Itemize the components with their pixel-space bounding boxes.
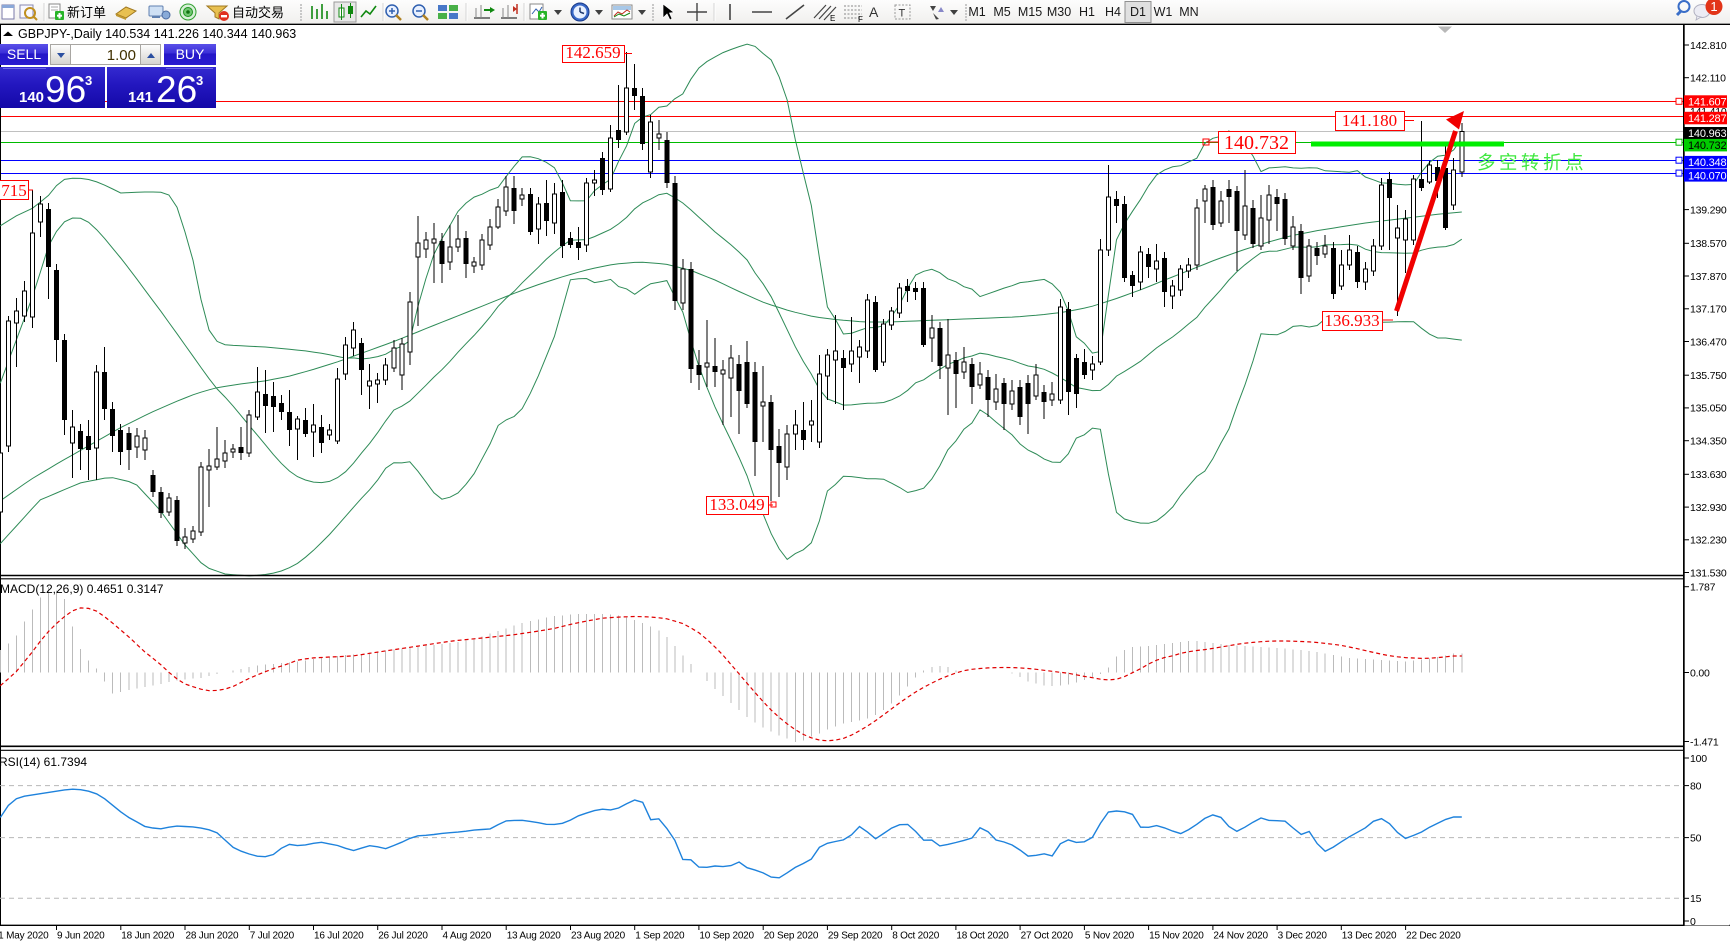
svg-text:142.659: 142.659 [565,43,620,62]
svg-text:136.933: 136.933 [1324,311,1379,330]
svg-text:15 Nov 2020: 15 Nov 2020 [1149,931,1204,942]
svg-text:139.290: 139.290 [1690,204,1727,216]
svg-text:M30: M30 [1047,5,1071,19]
svg-text:E: E [830,14,835,23]
svg-text:28 Jun 2020: 28 Jun 2020 [186,931,239,942]
svg-text:D1: D1 [1130,5,1146,19]
svg-text:1.787: 1.787 [1690,582,1716,594]
svg-text:RSI(14) 61.7394: RSI(14) 61.7394 [0,755,87,769]
svg-text:138.570: 138.570 [1690,238,1727,250]
svg-text:136.470: 136.470 [1690,336,1727,348]
svg-text:M1: M1 [968,5,985,19]
svg-text:142.810: 142.810 [1690,40,1727,52]
svg-text:4 Aug 2020: 4 Aug 2020 [443,931,492,942]
svg-text:131.530: 131.530 [1690,567,1727,579]
svg-text:-1.471: -1.471 [1690,736,1719,748]
svg-text:134.350: 134.350 [1690,436,1727,448]
svg-text:135.750: 135.750 [1690,370,1727,382]
svg-text:18 Jun 2020: 18 Jun 2020 [121,931,174,942]
svg-text:27 Oct 2020: 27 Oct 2020 [1021,931,1074,942]
svg-text:80: 80 [1690,780,1702,792]
svg-text:29 Sep 2020: 29 Sep 2020 [828,931,883,942]
svg-text:137.870: 137.870 [1690,271,1727,283]
svg-text:新订单: 新订单 [67,5,106,20]
svg-text:F: F [858,15,863,24]
svg-text:3 Dec 2020: 3 Dec 2020 [1278,931,1328,942]
svg-text:133.049: 133.049 [709,495,764,514]
svg-text:9 Jun 2020: 9 Jun 2020 [57,931,105,942]
svg-text:137.170: 137.170 [1690,304,1727,316]
svg-text:10 Sep 2020: 10 Sep 2020 [699,931,754,942]
svg-text:31 May 2020: 31 May 2020 [0,931,49,942]
svg-text:133.630: 133.630 [1690,469,1727,481]
svg-text:5 Nov 2020: 5 Nov 2020 [1085,931,1135,942]
svg-text:1: 1 [1710,0,1717,14]
svg-text:24 Nov 2020: 24 Nov 2020 [1213,931,1268,942]
svg-text:M15: M15 [1018,5,1042,19]
svg-text:GBPJPY-,Daily 140.534 141.226: GBPJPY-,Daily 140.534 141.226 140.344 14… [18,27,296,41]
svg-text:A: A [869,4,879,20]
svg-text:20 Sep 2020: 20 Sep 2020 [764,931,819,942]
svg-text:140.963: 140.963 [1688,128,1726,140]
svg-text:140.732: 140.732 [1688,140,1726,152]
svg-text:16 Jul 2020: 16 Jul 2020 [314,931,364,942]
svg-text:22 Dec 2020: 22 Dec 2020 [1406,931,1461,942]
svg-text:26 Jul 2020: 26 Jul 2020 [378,931,428,942]
svg-text:0.00: 0.00 [1690,667,1710,679]
svg-text:135.050: 135.050 [1690,403,1727,415]
svg-text:140.070: 140.070 [1688,170,1726,182]
svg-text:132.930: 132.930 [1690,502,1727,514]
svg-text:1 Sep 2020: 1 Sep 2020 [635,931,685,942]
svg-text:0: 0 [1690,916,1696,928]
svg-text:140.348: 140.348 [1688,157,1726,169]
svg-text:132.230: 132.230 [1690,535,1727,547]
svg-text:W1: W1 [1154,5,1173,19]
svg-text:50: 50 [1690,832,1702,844]
svg-text:MACD(12,26,9) 0.4651 0.3147: MACD(12,26,9) 0.4651 0.3147 [0,582,164,596]
svg-text:141.607: 141.607 [1688,97,1726,109]
svg-text:T: T [899,8,906,20]
svg-text:H4: H4 [1105,5,1121,19]
svg-text:140.732: 140.732 [1224,132,1289,154]
svg-text:15: 15 [1690,893,1702,905]
svg-text:142.110: 142.110 [1690,73,1726,85]
svg-text:H1: H1 [1079,5,1095,19]
svg-text:18 Oct 2020: 18 Oct 2020 [956,931,1009,942]
svg-text:MN: MN [1179,5,1198,19]
svg-text:13 Aug 2020: 13 Aug 2020 [507,931,562,942]
svg-text:715: 715 [1,181,27,200]
svg-text:13 Dec 2020: 13 Dec 2020 [1342,931,1397,942]
svg-text:141.180: 141.180 [1342,111,1397,130]
svg-text:多空转折点: 多空转折点 [1477,152,1587,173]
svg-text:7 Jul 2020: 7 Jul 2020 [250,931,295,942]
svg-text:8 Oct 2020: 8 Oct 2020 [892,931,940,942]
svg-text:M5: M5 [993,5,1010,19]
svg-text:100: 100 [1690,753,1707,765]
svg-text:自动交易: 自动交易 [232,5,284,20]
svg-text:141.287: 141.287 [1688,113,1726,125]
svg-text:23 Aug 2020: 23 Aug 2020 [571,931,626,942]
